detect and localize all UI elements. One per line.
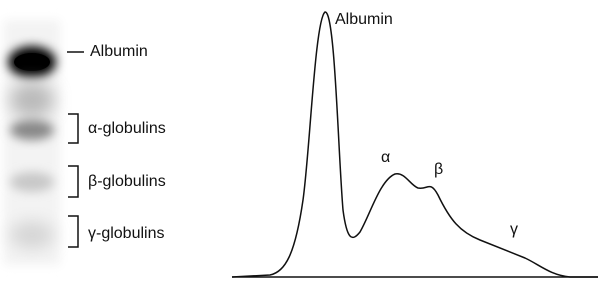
peak-label: γ xyxy=(510,221,518,238)
band-markers xyxy=(67,52,84,247)
peak-label: α xyxy=(381,149,390,166)
peak-label: Albumin xyxy=(335,11,393,28)
electrophoresis-figure: Albumin α-globulins β-globulins γ-globul… xyxy=(0,0,598,283)
gel-label: β-globulins xyxy=(88,173,166,190)
peak-label: β xyxy=(434,161,443,178)
gel-label: α-globulins xyxy=(88,120,166,137)
densitometry-curve xyxy=(232,12,598,277)
gel-label: Albumin xyxy=(90,43,148,60)
gel-label: γ-globulins xyxy=(88,225,164,242)
gel-strip xyxy=(4,20,60,265)
